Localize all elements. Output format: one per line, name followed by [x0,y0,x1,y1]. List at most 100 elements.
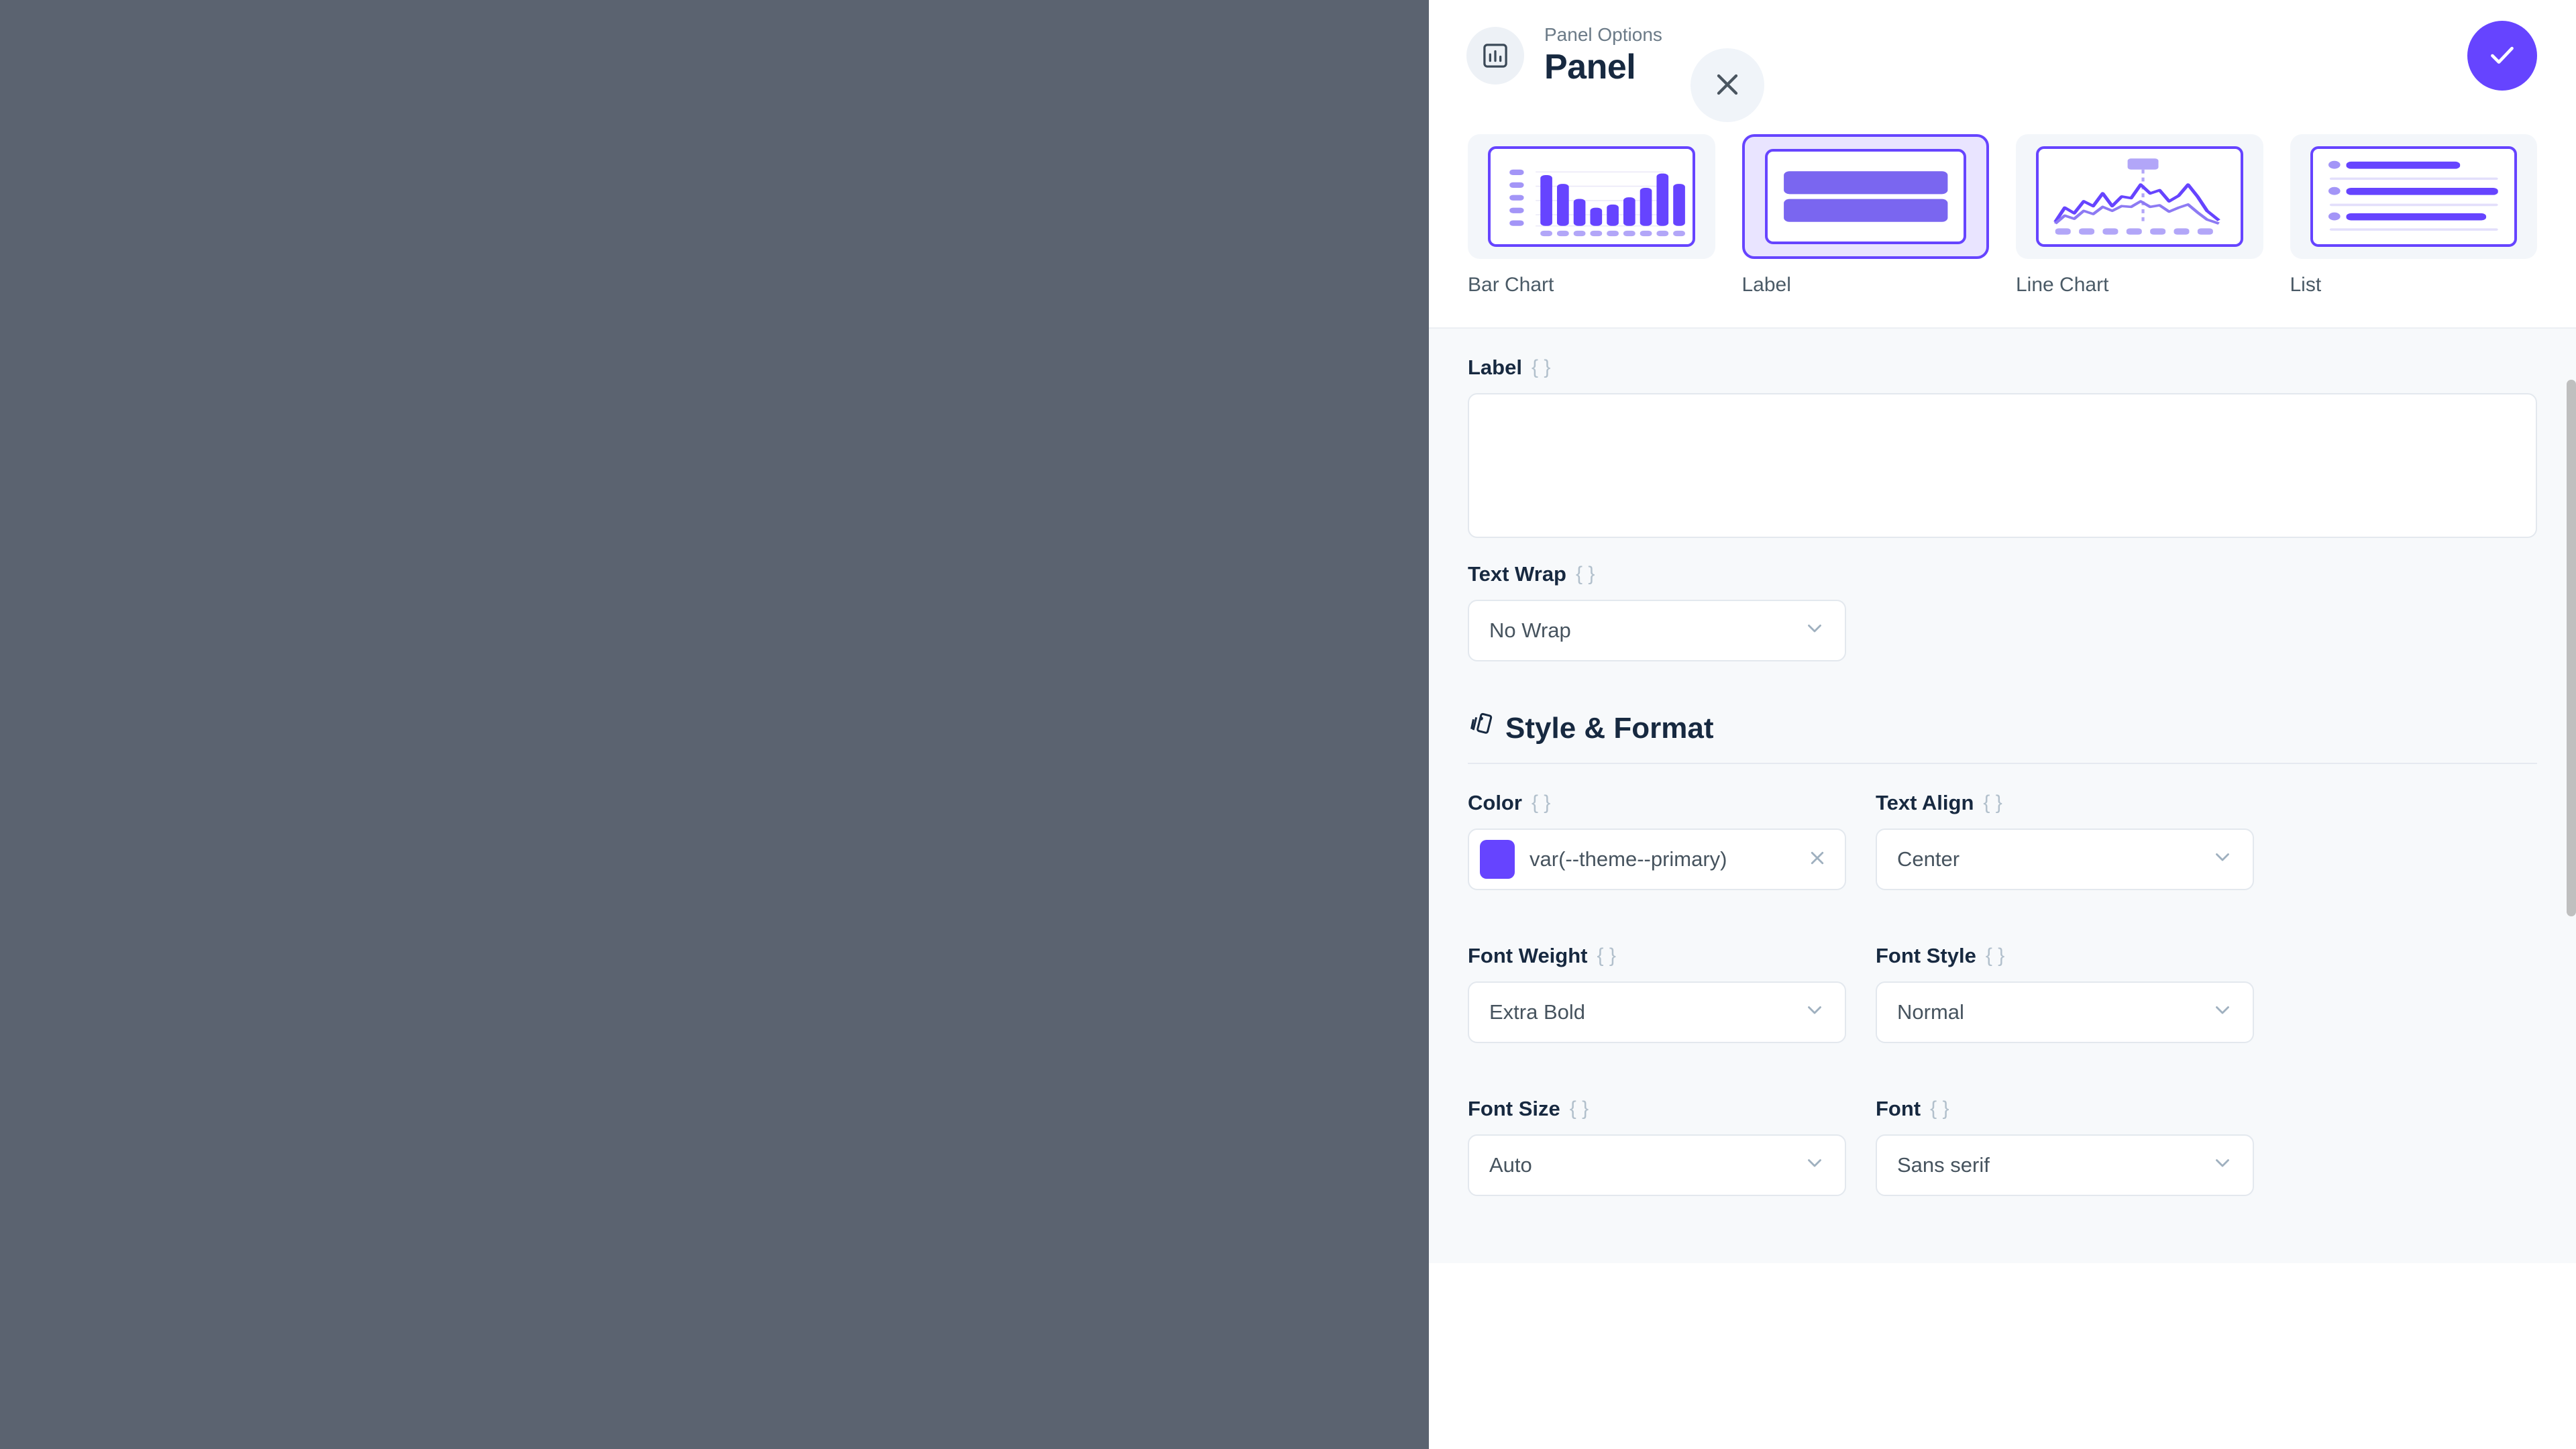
panel-type-label: Bar Chart [1468,274,1554,296]
panel-type-thumb [1468,134,1715,259]
close-button[interactable] [1690,48,1764,122]
x-tick-label: 2024-11-12T12:00:00 [1209,508,1338,523]
nav-items: Post Metrics [80,80,374,152]
font-size-value: Auto [1489,1153,1532,1177]
field-color: Color { } var(--theme--primary) [1468,791,1846,890]
braces-icon[interactable]: { } [1576,563,1595,585]
text-align-select[interactable]: Center [1876,828,2254,890]
color-swatch[interactable] [1480,840,1515,879]
field-font-style: Font Style { } Normal [1876,944,2254,1043]
panel-type-label[interactable]: Label [1741,134,1989,297]
drawer-title: Panel [1544,48,1636,87]
page-title: Post Metrics [478,46,682,85]
panel-type-label: Label [1741,274,1791,296]
module-item-users[interactable] [0,161,80,241]
panel-type-label: List [2290,274,2322,296]
directus-rabbit-logo-icon[interactable] [0,0,80,80]
field-label: Label { } [1468,356,2537,538]
bar-slot: 4 2024-11-12T12:00:00 [1186,262,1360,523]
nav-sidebar: Directus Post Metrics [80,0,376,1449]
account-avatar-icon[interactable] [0,1342,80,1422]
field-label-row: Font { } [1876,1097,2254,1121]
drawer-header: Panel Options Panel [1429,0,2576,111]
field-label-text: Text Wrap [1468,562,1566,586]
field-label-row: Font Style { } [1876,944,2254,968]
module-item-content[interactable] [0,80,80,161]
braces-icon[interactable]: { } [1930,1097,1949,1120]
module-item-settings[interactable] [0,483,80,564]
module-divider [17,1331,63,1332]
clear-color-button[interactable] [1806,847,1829,873]
bar[interactable]: 1 [873,447,975,494]
field-label-text: Label [1468,356,1522,379]
x-tick-label: 2024-11-01T12:00:00 [860,508,989,523]
diamond-icon [107,21,141,58]
color-input[interactable]: var(--theme--primary) [1468,828,1846,890]
braces-icon[interactable]: { } [1531,792,1551,814]
project-header[interactable]: Directus [80,0,374,80]
sidebar-item-label: Post Metrics [160,111,278,136]
label-input[interactable] [1468,393,2537,538]
save-button[interactable] [2467,21,2537,91]
color-value: var(--theme--primary) [1529,847,1727,871]
font-weight-value: Extra Bold [1489,1000,1586,1024]
text-wrap-select[interactable]: No Wrap [1468,600,1846,661]
panel-type-label: Line Chart [2016,274,2109,296]
text-wrap-value: No Wrap [1489,619,1571,642]
panel-options-form: Label { } Text Wrap { } No Wrap [1429,329,2576,1263]
style-palette-icon [1468,711,1495,745]
field-label-text: Font Style [1876,944,1976,967]
panel-options-drawer: Panel Options Panel [1429,0,2576,1449]
field-label-text: Text Align [1876,791,1974,814]
style-fields-grid: Color { } var(--theme--primary) [1468,791,2537,1220]
panel-type-grid: Bar Chart Label [1429,111,2576,329]
font-select[interactable]: Sans serif [1876,1134,2254,1196]
drawer-scrollbar-thumb[interactable] [2567,380,2576,916]
braces-icon[interactable]: { } [1569,1097,1589,1120]
bar-value: 1 [920,462,929,479]
notifications-bell-icon[interactable] [0,1241,80,1322]
module-item-insights[interactable] [0,322,80,402]
braces-icon[interactable]: { } [1983,792,2002,814]
bar-slot: 1 2024-11-01T12:00:00 [837,262,1012,523]
line-chart-thumb-icon [2036,146,2243,247]
module-item-help[interactable] [0,402,80,483]
font-weight-select[interactable]: Extra Bold [1468,981,1846,1043]
sidebar-item-post-metrics[interactable]: Post Metrics [95,95,360,152]
braces-icon[interactable]: { } [1985,945,2005,967]
font-size-select[interactable]: Auto [1468,1134,1846,1196]
bar-chart-thumb-icon [1488,146,1695,247]
field-label-row: Font Size { } [1468,1097,1846,1121]
drawer-scroll-container[interactable]: Bar Chart Label [1429,111,2576,1449]
check-icon [2485,38,2519,74]
field-label-row: Text Wrap { } [1468,562,2537,586]
module-bar [0,0,80,1449]
field-label-row: Font Weight { } [1468,944,1846,968]
braces-icon[interactable]: { } [1531,356,1551,378]
panel-type-thumb [1741,134,1989,259]
field-label-text: Font Weight [1468,944,1588,967]
style-format-heading: Style & Format [1468,711,2537,745]
list-thumb-icon [2310,146,2517,247]
panel-type-line-chart[interactable]: Line Chart [2016,134,2263,297]
field-label-row: Text Align { } [1876,791,2254,815]
font-style-select[interactable]: Normal [1876,981,2254,1043]
chevron-down-icon [2211,845,2234,873]
chevron-down-icon [2211,1151,2234,1179]
breadcrumb: Insights [478,21,543,42]
panel-type-bar-chart[interactable]: Bar Chart [1468,134,1715,297]
panel-type-list[interactable]: List [2290,134,2537,297]
chevron-down-icon [1803,1151,1826,1179]
field-label-row: Color { } [1468,791,1846,815]
module-item-files[interactable] [0,241,80,322]
font-value: Sans serif [1897,1153,1990,1177]
field-label-text: Color [1468,791,1522,814]
panel-type-thumb [2016,134,2263,259]
label-thumb-icon [1764,149,1966,244]
bar[interactable]: 2 [1048,400,1150,494]
bar[interactable]: 4 [1222,308,1324,494]
braces-icon[interactable]: { } [1597,945,1616,967]
chevron-down-icon [1803,616,1826,645]
field-text-wrap: Text Wrap { } No Wrap [1468,562,2537,661]
